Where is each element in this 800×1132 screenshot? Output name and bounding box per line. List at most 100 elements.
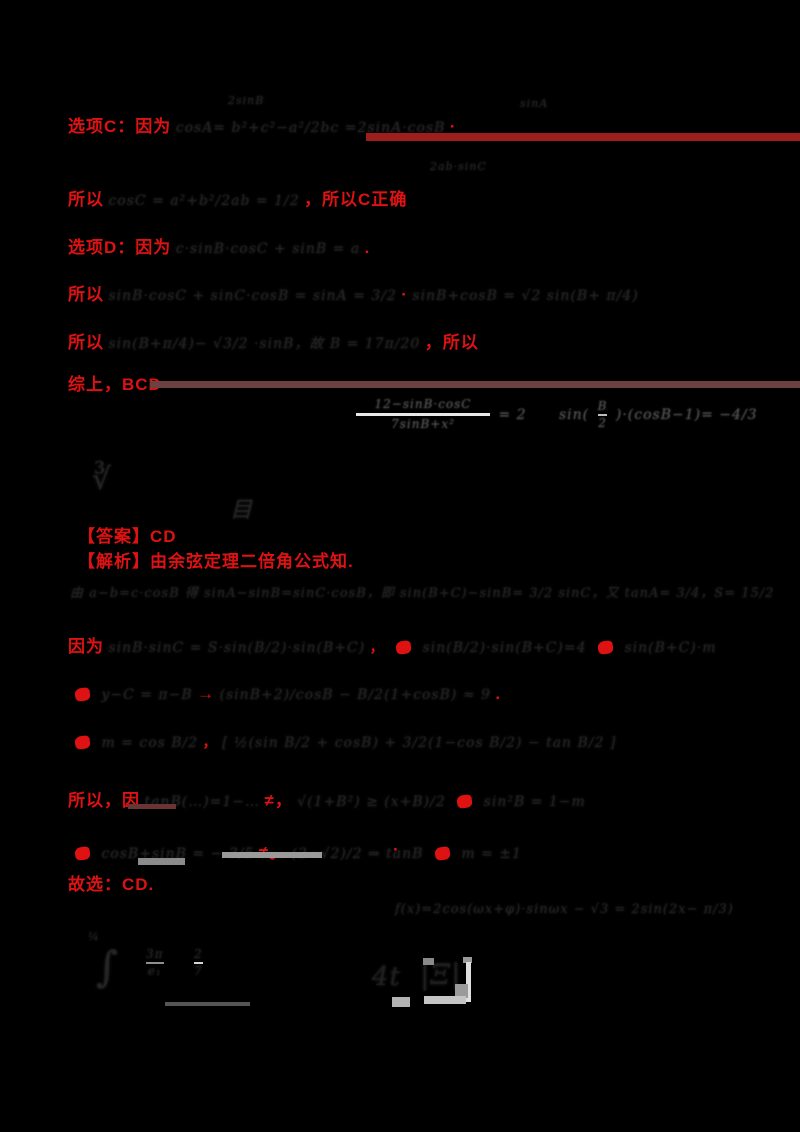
therefore-label: 所以	[68, 285, 104, 304]
handwriting-math: f(x)=2cos(ωx+φ)·sinωx − √3 = 2sin(2x− π∕…	[395, 902, 734, 917]
handwriting-math: )·(cosB−1)= −4∕3	[615, 406, 758, 423]
handwriting-math: sinB·cosC + sinC·cosB = sinA = 3∕2	[108, 288, 397, 304]
handwriting-math: (2−√2)∕2 ⇒ tanB	[291, 846, 424, 862]
correct-note: ，所以C正确	[304, 190, 408, 209]
handwriting-scribble: 目	[230, 498, 254, 523]
red-mark	[74, 687, 91, 703]
gray-highlight-bar	[138, 858, 185, 865]
white-vertical-bar	[466, 962, 471, 1002]
option-d-label: 选项D：因为	[68, 238, 172, 257]
solution-line-8: 因为 sinB·sinC = S·sin(B∕2)·sin(B+C) ， sin…	[68, 632, 717, 657]
handwriting-math: sin(	[559, 406, 590, 423]
bottom-left-fraction: 3π e₁ 2 7	[142, 947, 207, 979]
red-arrow: →	[197, 684, 216, 703]
gray-highlight-cap	[423, 958, 434, 965]
red-dot: ·	[393, 840, 400, 859]
handwriting-superscript: 2sinB	[228, 94, 265, 107]
analysis-line: 【解析】由余弦定理二倍角公式知.	[78, 547, 354, 572]
handwriting-math: sin(B∕2)·sin(B+C)=4	[422, 640, 587, 656]
handwriting-math: m = cos B∕2	[101, 735, 199, 751]
solution-line-3: 选项D：因为 c·sinB·cosC + sinB = a .	[68, 233, 370, 258]
fraction-bar	[597, 413, 608, 416]
because-label: 因为	[68, 637, 104, 656]
fraction-numerator: B	[597, 398, 608, 413]
handwriting-math: [ ½(sin B∕2 + cosB) + 3∕2(1−cos B∕2) − t…	[222, 735, 617, 751]
solution-line-1: 选项C：因为 cosA= b²+c²−a²∕2bc =2sinA·cosB ·	[68, 112, 457, 137]
handwriting-math: cosC = a²+b²∕2ab = 1∕2	[108, 193, 300, 209]
maroon-rule	[150, 381, 800, 388]
fraction-denominator: 7sinB+x²	[391, 417, 455, 432]
handwriting-math: c·sinB·cosC + sinB = a	[175, 241, 361, 257]
handwriting-superscript: sinA	[520, 97, 549, 110]
handwriting-scribble: ∫	[96, 942, 119, 991]
red-comma: ，	[369, 639, 385, 655]
handwriting-math: y−C = π−B	[101, 687, 193, 703]
red-comma: ，	[202, 734, 218, 750]
solution-line-14: f(x)=2cos(ωx+φ)·sinωx − √3 = 2sin(2x− π∕…	[395, 900, 734, 918]
red-neq: ≠，	[264, 791, 293, 810]
handwriting-math: sinB+cosB = √2 sin(B+ π∕4)	[412, 288, 639, 304]
maroon-underline	[128, 804, 176, 809]
red-dot: ·	[401, 285, 408, 304]
red-mark	[74, 735, 91, 751]
therefore-because-label: 所以，因	[68, 791, 140, 810]
handwriting-math: m = ±1	[461, 846, 522, 862]
fraction: 3π e₁	[146, 947, 164, 979]
gray-highlight-bar	[424, 996, 466, 1004]
solution-line-4: 所以 sinB·cosC + sinC·cosB = sinA = 3∕2 · …	[68, 280, 639, 305]
center-formula: 12−sinB·cosC 7sinB+x² = 2 sin( B 2 )·(co…	[352, 397, 758, 432]
solution-line-2: 所以 cosC = a²+b²∕2ab = 1∕2 ，所以C正确	[68, 185, 407, 210]
fraction-numerator: 12−sinB·cosC	[374, 397, 472, 411]
fraction-bar	[146, 962, 164, 965]
handwriting-math: 由 a−b=c·cosB 得 sinA−sinB=sinC·cosB，即 sin…	[70, 586, 775, 601]
red-mark	[434, 846, 451, 862]
solution-line-12: cosB+sinB = − 3∕5 ≠。 (2−√2)∕2 ⇒ tanB m =…	[68, 838, 522, 863]
handwriting-scribble: 4t	[372, 962, 401, 992]
fraction: 12−sinB·cosC 7sinB+x²	[356, 397, 490, 432]
handwriting-math: = 2	[498, 406, 527, 423]
solution-line-11: 所以，因 tanB(…)=1−… ≠， √(1+B²) ≥ (x+B)∕2 si…	[68, 786, 586, 811]
fraction-numerator: 2	[193, 947, 203, 961]
red-dot: .	[364, 238, 371, 257]
handwriting-math: √(1+B²) ≥ (x+B)∕2	[297, 794, 446, 810]
fraction-numerator: 3π	[146, 947, 164, 961]
red-mark	[456, 794, 473, 810]
final-answer-line: 故选：CD.	[68, 870, 154, 895]
handwriting-math: (sinB+2)∕cosB − B∕2(1+cosB) ≈ 9	[219, 687, 491, 703]
red-mark	[395, 640, 412, 656]
therefore-label: 所以	[68, 190, 104, 209]
fraction-bar	[356, 413, 490, 417]
answer-line: 【答案】CD	[78, 522, 177, 547]
red-dot: ·	[449, 117, 457, 136]
solution-line-5: 所以 sin(B+π∕4)− √3∕2 ·sinB，故 B = 17π∕20 ，…	[68, 328, 479, 353]
answer-label: 【答案】CD	[78, 527, 177, 546]
fraction: 2 7	[193, 947, 203, 979]
fraction-denominator: 7	[193, 964, 203, 979]
red-mark	[74, 846, 91, 862]
conclusion-line: 综上，BCD	[68, 370, 162, 395]
fraction-denominator: e₁	[147, 964, 162, 979]
conclusion-label: 综上，BCD	[68, 375, 162, 394]
handwriting-math: cosA= b²+c²−a²∕2bc =2sinA·cosB	[175, 120, 446, 136]
final-answer-label: 故选：CD.	[68, 875, 155, 894]
handwriting-scribble: ∛	[92, 462, 113, 497]
gray-highlight-cap	[463, 957, 472, 963]
dark-underline	[165, 1002, 250, 1006]
red-mark	[597, 640, 614, 656]
handwriting-scribble: ¼	[88, 930, 100, 943]
option-c-label: 选项C：因为	[68, 117, 172, 136]
handwriting-subscript: 2ab·sinC	[430, 160, 487, 173]
fraction-denominator: 2	[598, 415, 607, 430]
red-dot: .	[495, 684, 502, 703]
handwriting-math: sin(B+C)·m	[624, 640, 717, 656]
red-rule	[366, 133, 800, 141]
therefore-note: ，所以	[424, 333, 479, 352]
handwriting-math: sin(B+π∕4)− √3∕2 ·sinB，故 B = 17π∕20	[108, 336, 421, 352]
gray-highlight-bar	[222, 852, 322, 858]
solution-line-7: 由 a−b=c·cosB 得 sinA−sinB=sinC·cosB，即 sin…	[70, 582, 774, 602]
handwriting-math: sinB·sinC = S·sin(B∕2)·sin(B+C)	[108, 640, 366, 656]
fraction-bar	[193, 962, 203, 965]
solution-line-9: y−C = π−B → (sinB+2)∕cosB − B∕2(1+cosB) …	[68, 684, 501, 704]
gray-highlight-square	[392, 997, 410, 1007]
